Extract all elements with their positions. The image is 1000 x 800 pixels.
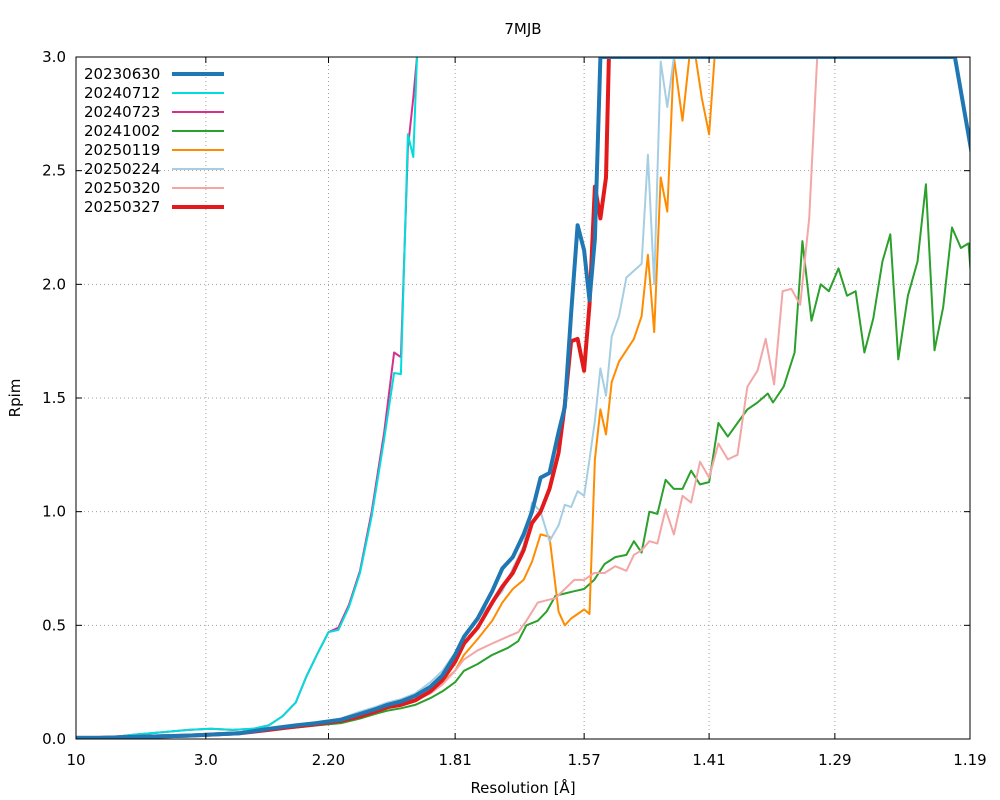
- x-tick-label: 1.29: [818, 751, 851, 769]
- legend-label: 20250224: [84, 160, 160, 178]
- series-line-20240712: [76, 57, 418, 739]
- x-tick-label: 1.57: [567, 751, 600, 769]
- y-tick-label: 3.0: [42, 48, 66, 66]
- series-lines: [76, 57, 984, 739]
- legend-label: 20240712: [84, 84, 160, 102]
- legend-label: 20250327: [84, 198, 160, 216]
- grid: [76, 57, 970, 739]
- x-axis-label: Resolution [Å]: [470, 778, 575, 797]
- series-line-20250320: [76, 57, 970, 739]
- ticks: 0.0 0.5 1.0 1.5 2.0 2.5 3.0 10 3.0 2.20 1.81 1.57 1.…: [42, 48, 987, 769]
- x-tick-label: 1.81: [438, 751, 471, 769]
- x-tick-label: 1.19: [953, 751, 986, 769]
- x-tick-label: 1.41: [692, 751, 725, 769]
- x-tick-label: 2.20: [312, 751, 345, 769]
- series-line-20230630: [76, 57, 970, 739]
- series-line-20250327-segment: [981, 57, 984, 96]
- legend: 2023063020240712202407232024100220250119…: [84, 65, 224, 216]
- legend-label: 20240723: [84, 103, 160, 121]
- series-line-20250119: [76, 57, 716, 739]
- legend-label: 20250119: [84, 141, 160, 159]
- chart-title: 7MJB: [504, 20, 541, 38]
- series-line-20241002: [76, 183, 970, 739]
- y-axis-label: Rpim: [6, 379, 24, 418]
- y-tick-label: 0.5: [42, 616, 66, 634]
- legend-label: 20230630: [84, 65, 160, 83]
- legend-label: 20250320: [84, 179, 160, 197]
- y-tick-label: 1.5: [42, 389, 66, 407]
- y-tick-label: 2.5: [42, 162, 66, 180]
- plot-frame: [75, 56, 971, 740]
- y-tick-label: 1.0: [42, 503, 66, 521]
- y-tick-label: 2.0: [42, 275, 66, 293]
- plot-area: [76, 57, 984, 739]
- y-tick-label: 0.0: [42, 730, 66, 748]
- x-tick-label: 3.0: [194, 751, 218, 769]
- x-tick-label: 10: [66, 751, 85, 769]
- legend-label: 20241002: [84, 122, 160, 140]
